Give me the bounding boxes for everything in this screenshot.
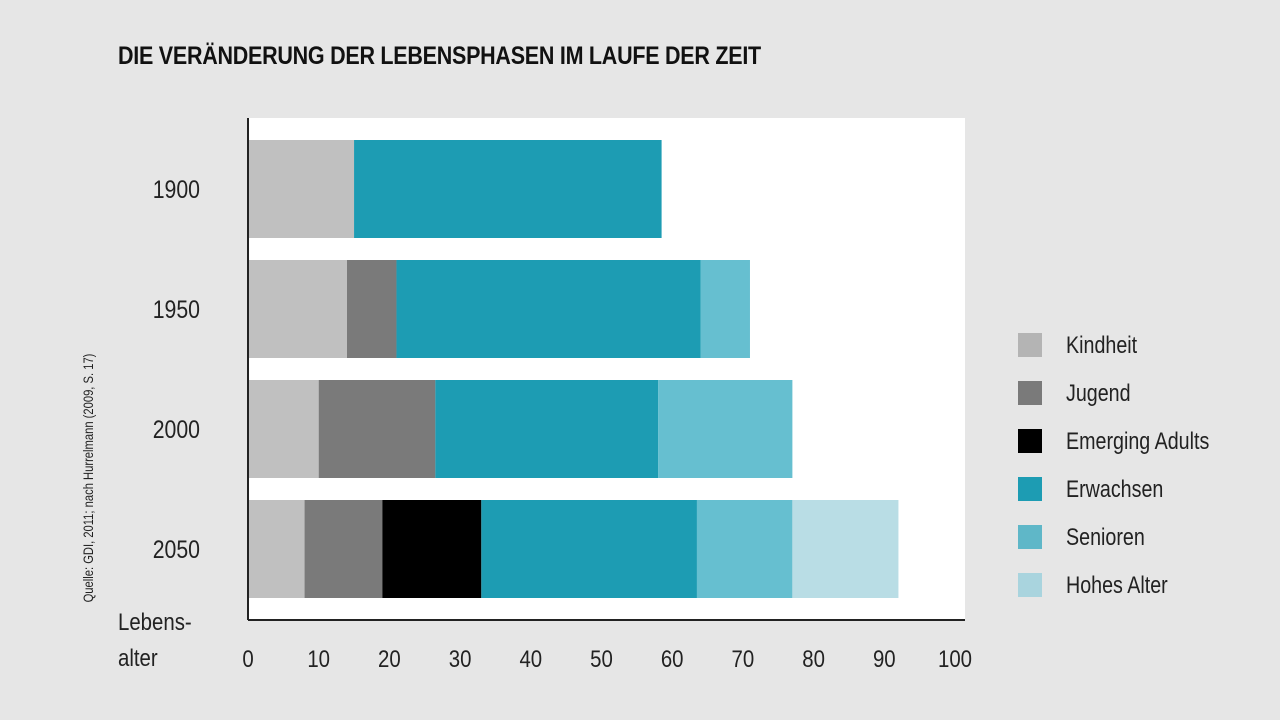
x-tick-label: 90 xyxy=(873,645,896,672)
legend-swatch xyxy=(1018,525,1042,549)
x-tick-label: 0 xyxy=(242,645,253,672)
legend-label: Jugend xyxy=(1066,380,1131,407)
legend-swatch xyxy=(1018,573,1042,597)
legend-label: Senioren xyxy=(1066,524,1145,551)
legend-swatch xyxy=(1018,381,1042,405)
legend-swatch xyxy=(1018,477,1042,501)
bar-1950-erwachsen xyxy=(396,260,701,358)
bar-2050-jugend xyxy=(304,500,383,598)
x-tick-label: 80 xyxy=(802,645,825,672)
category-label: 2050 xyxy=(153,535,200,563)
bar-2000-erwachsen xyxy=(435,380,659,478)
bar-2000-senioren xyxy=(658,380,793,478)
x-tick-label: 20 xyxy=(378,645,401,672)
bar-1950-kindheit xyxy=(248,260,347,358)
x-tick-label: 100 xyxy=(938,645,972,672)
x-tick-label: 70 xyxy=(732,645,755,672)
category-label: 2000 xyxy=(153,415,200,443)
y-axis-title: Lebens- xyxy=(118,608,192,635)
category-label: 1950 xyxy=(153,295,200,323)
chart-title: DIE VERÄNDERUNG DER LEBENSPHASEN IM LAUF… xyxy=(118,42,761,70)
bar-2000-jugend xyxy=(318,380,436,478)
bar-2000-kindheit xyxy=(248,380,319,478)
bar-1900-kindheit xyxy=(248,140,355,238)
legend-label: Erwachsen xyxy=(1066,476,1164,503)
legend-label: Emerging Adults xyxy=(1066,428,1210,455)
y-axis-title: alter xyxy=(118,644,158,671)
x-tick-label: 60 xyxy=(661,645,684,672)
bar-2050-senioren xyxy=(696,500,793,598)
legend-label: Kindheit xyxy=(1066,332,1138,359)
x-tick-label: 30 xyxy=(449,645,472,672)
legend-label: Hohes Alter xyxy=(1066,572,1168,599)
bar-2050-hohes-alter xyxy=(792,500,899,598)
legend-swatch xyxy=(1018,429,1042,453)
legend-swatch xyxy=(1018,333,1042,357)
bar-1900-erwachsen xyxy=(354,140,662,238)
category-label: 1900 xyxy=(153,175,200,203)
bar-2050-erwachsen xyxy=(481,500,697,598)
bar-1950-jugend xyxy=(346,260,397,358)
x-tick-label: 50 xyxy=(590,645,613,672)
bar-2050-kindheit xyxy=(248,500,305,598)
x-tick-label: 10 xyxy=(307,645,330,672)
bar-1950-senioren xyxy=(700,260,750,358)
bar-2050-emerging-adults xyxy=(382,500,482,598)
source-note: Quelle: GDI, 2011; nach Hurrelmann (2009… xyxy=(80,353,96,603)
x-tick-label: 40 xyxy=(519,645,542,672)
